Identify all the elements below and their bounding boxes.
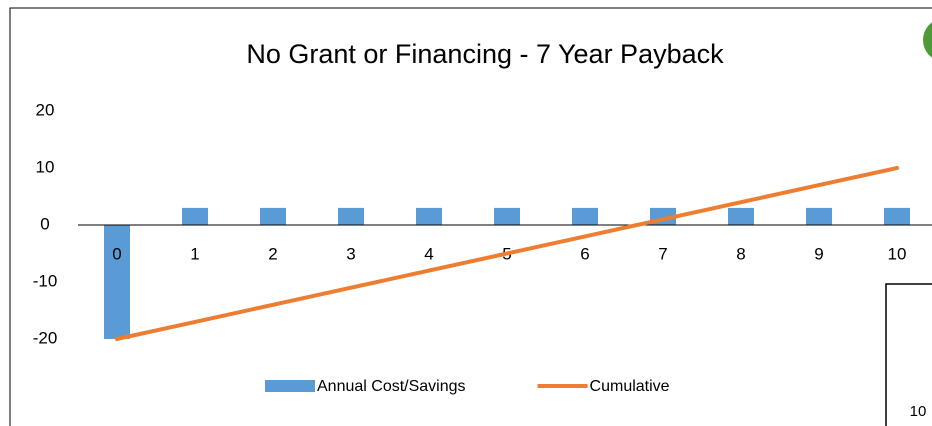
y-tick-label: 10 (36, 157, 55, 176)
y-tick-label: -10 (33, 271, 58, 290)
bar (572, 207, 598, 225)
legend-label: Annual Cost/Savings (317, 378, 466, 395)
bar (416, 207, 442, 225)
bar (104, 225, 130, 339)
line (115, 166, 899, 341)
x-tick-label: 1 (190, 244, 199, 263)
bar (884, 207, 910, 225)
x-tick-label: 8 (736, 244, 745, 263)
x-tick-label: 7 (658, 244, 667, 263)
x-tick-label: 0 (112, 244, 121, 263)
legend-label: Cumulative (590, 378, 670, 395)
x-tick-label: 10 (888, 244, 907, 263)
bar (806, 207, 832, 225)
bar (494, 207, 520, 225)
bar (182, 207, 208, 225)
x-tick-label: 4 (424, 244, 433, 263)
y-tick-label: 0 (40, 214, 49, 233)
background-text: 10 (910, 403, 927, 420)
legend-swatch (265, 380, 315, 392)
bar (260, 207, 286, 225)
bar (728, 207, 754, 225)
x-tick-label: 6 (580, 244, 589, 263)
chart-title: No Grant or Financing - 7 Year Payback (246, 39, 724, 69)
x-tick-label: 3 (346, 244, 355, 263)
chart-frame (9, 7, 932, 426)
x-tick-label: 2 (268, 244, 277, 263)
background-shape (923, 22, 932, 58)
y-tick-label: -20 (33, 328, 58, 347)
x-tick-label: 9 (814, 244, 823, 263)
background-panel (885, 283, 932, 426)
bar (338, 207, 364, 225)
y-tick-label: 20 (36, 100, 55, 119)
